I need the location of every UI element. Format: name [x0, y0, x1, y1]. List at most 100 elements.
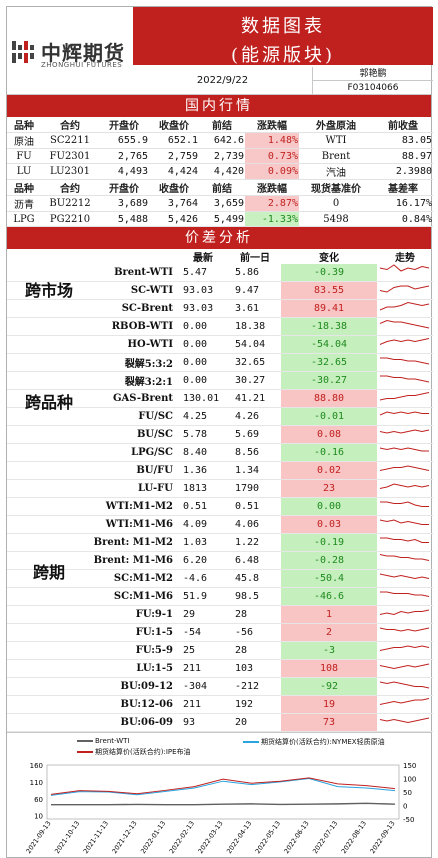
- sparkline-line: [379, 319, 430, 329]
- table-row: Brent: M1-M6 6.20 6.48 -0.28: [7, 551, 433, 570]
- latest-value: -304: [177, 677, 229, 696]
- trend-sparkline: [377, 443, 433, 462]
- header-cell: 现货基准价: [299, 179, 373, 196]
- sparkline-line: [379, 645, 430, 651]
- change-value: 0.03: [281, 515, 377, 534]
- trend-sparkline: [377, 299, 433, 318]
- group-cell: [7, 299, 91, 318]
- latest-value: 5.78: [177, 425, 229, 444]
- right-tick-label: 150: [403, 762, 416, 770]
- change-value: -18.38: [281, 317, 377, 336]
- prev-value: 3.61: [229, 299, 281, 318]
- latest-value: 130.01: [177, 389, 229, 408]
- change-value: 0.00: [281, 497, 377, 516]
- change-value: -0.39: [281, 264, 377, 282]
- prev-value: 45.8: [229, 569, 281, 588]
- group-cell: [7, 695, 91, 714]
- spread-table: Brent-WTI 5.47 5.86 -0.39 SC-WTI 93.03 9.47 83.…: [7, 264, 433, 732]
- prev-value: 8.56: [229, 443, 281, 462]
- header-cell: 基差率: [373, 179, 433, 196]
- header-cell: 前结: [199, 117, 245, 133]
- header-cell: 开盘价: [99, 179, 149, 196]
- spread-analysis: 最新 前一日 变化 走势 Brent-WTI 5.47 5.86 -0.39 SC-WT…: [7, 249, 433, 732]
- spread-name: FU:9-1: [91, 605, 177, 624]
- group-cell: [7, 515, 91, 534]
- spread-name: BU/SC: [91, 425, 177, 444]
- table-cell: FU: [7, 148, 41, 164]
- sparkline-line: [379, 681, 430, 689]
- trend-sparkline: [377, 713, 433, 732]
- x-tick-label: 2022-05-13: [254, 820, 282, 856]
- right-tick-label: -50: [403, 816, 414, 824]
- change-value: 88.80: [281, 389, 377, 408]
- prev-value: 1790: [229, 479, 281, 498]
- header-cell: 合约: [41, 117, 99, 133]
- table-row: Brent: M1-M2 1.03 1.22 -0.19: [7, 533, 433, 552]
- table-cell: 5498: [299, 211, 373, 227]
- table-cell: 4,424: [149, 163, 199, 180]
- x-tick-label: 2022-04-13: [225, 820, 253, 856]
- group-cell: [7, 443, 91, 462]
- prev-value: 4.06: [229, 515, 281, 534]
- title-line-1: 数据图表: [241, 16, 325, 37]
- group-cell: [7, 623, 91, 642]
- change-value: -3: [281, 641, 377, 660]
- spread-name: WTI:M1-M6: [91, 515, 177, 534]
- table-row: BU/SC 5.78 5.69 0.08: [7, 425, 433, 444]
- header-cell: 收盘价: [149, 179, 199, 196]
- table-row: LU:1-5 211 103 108: [7, 659, 433, 678]
- spread-name: LU-FU: [91, 479, 177, 498]
- latest-value: 8.40: [177, 443, 229, 462]
- company-logo: 中辉期货 ZHONGHUI FUTURES: [11, 35, 131, 75]
- sparkline-line: [380, 501, 429, 507]
- table-header-row: 品种 合约 开盘价 收盘价 前结 涨跌幅 外盘原油 前收盘: [7, 117, 433, 133]
- sparkline-line: [379, 411, 429, 416]
- left-tick-label: 110: [30, 779, 43, 787]
- table-cell: PG2210: [41, 211, 99, 227]
- report-date: 2022/9/22: [133, 67, 313, 95]
- license-number: F03104066: [347, 83, 399, 93]
- table-cell: 原油: [7, 132, 41, 149]
- prev-value: 32.65: [229, 353, 281, 372]
- table-row: FU FU2301 2,765 2,759 2,739 0.73% Brent 88.97: [7, 148, 433, 164]
- table-cell: 652.1: [149, 132, 199, 149]
- left-tick-label: 160: [30, 762, 43, 770]
- sparkline-line: [380, 591, 430, 597]
- author-name: 郭艳鹏: [313, 67, 433, 81]
- group-cell: [7, 461, 91, 480]
- table-row: BU:09-12 -304 -212 -92: [7, 677, 433, 696]
- group-cell: [7, 641, 91, 660]
- latest-value: 1.36: [177, 461, 229, 480]
- header-cell: 前结: [199, 179, 245, 196]
- table-row: RBOB-WTI 0.00 18.38 -18.38: [7, 317, 433, 336]
- trend-sparkline: [377, 389, 433, 408]
- table-row: SC:M1-M6 51.9 98.5 -46.6: [7, 587, 433, 606]
- trend-sparkline: [377, 281, 433, 300]
- sparkline-line: [380, 375, 430, 383]
- table-cell: LPG: [7, 211, 41, 227]
- spread-name: SC:M1-M6: [91, 587, 177, 606]
- latest-value: 0.51: [177, 497, 229, 516]
- table-row: LPG/SC 8.40 8.56 -0.16: [7, 443, 433, 462]
- table-row: 裂解5:3:2 0.00 32.65 -32.65: [7, 353, 433, 372]
- table-row: FU:5-9 25 28 -3: [7, 641, 433, 660]
- change-value: -0.16: [281, 443, 377, 462]
- latest-value: 0.00: [177, 353, 229, 372]
- spread-name: Brent: M1-M2: [91, 533, 177, 552]
- sparkline-line: [379, 285, 430, 293]
- latest-value: 29: [177, 605, 229, 624]
- latest-value: 5.47: [177, 264, 229, 282]
- trend-sparkline: [377, 659, 433, 678]
- section-spread-title: 价差分析: [7, 227, 431, 249]
- legend-brent-wti: Brent-WTI: [77, 737, 130, 745]
- table-row: FU:9-1 29 28 1: [7, 605, 433, 624]
- table-cell: Brent: [299, 148, 373, 164]
- sparkline-line: [380, 357, 430, 365]
- series-line: [51, 802, 396, 806]
- series-line: [50, 777, 396, 795]
- spread-name: BU/FU: [91, 461, 177, 480]
- price-chart: Brent-WTI 期货结算价(活跃合约):NYMEX轻质原油 期货结算价(活跃…: [7, 732, 431, 857]
- trend-sparkline: [377, 533, 433, 552]
- table-cell: 16.17%: [373, 195, 433, 212]
- table-row: SC:M1-M2 -4.6 45.8 -50.4: [7, 569, 433, 588]
